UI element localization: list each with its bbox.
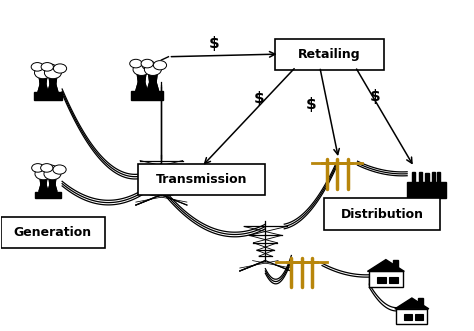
- Circle shape: [45, 67, 62, 79]
- Polygon shape: [415, 314, 423, 320]
- Polygon shape: [49, 178, 56, 185]
- Polygon shape: [147, 73, 158, 91]
- Circle shape: [133, 64, 150, 75]
- Circle shape: [54, 64, 67, 73]
- Polygon shape: [36, 192, 61, 199]
- Polygon shape: [395, 298, 429, 309]
- Polygon shape: [419, 172, 422, 182]
- Polygon shape: [437, 172, 440, 182]
- Text: Distribution: Distribution: [341, 208, 424, 221]
- Circle shape: [145, 64, 161, 75]
- Circle shape: [44, 165, 57, 174]
- Circle shape: [35, 67, 52, 79]
- Polygon shape: [39, 178, 48, 192]
- Circle shape: [41, 164, 53, 172]
- Circle shape: [41, 63, 54, 71]
- Text: $: $: [254, 91, 264, 106]
- Polygon shape: [418, 298, 423, 305]
- Circle shape: [130, 59, 142, 68]
- Text: $: $: [369, 89, 380, 104]
- Text: Transmission: Transmission: [156, 173, 247, 186]
- Circle shape: [141, 59, 154, 68]
- Circle shape: [142, 61, 155, 70]
- Polygon shape: [136, 82, 147, 91]
- Polygon shape: [392, 260, 398, 267]
- Text: $: $: [209, 36, 219, 52]
- Polygon shape: [389, 277, 398, 283]
- Text: $: $: [306, 97, 316, 113]
- Polygon shape: [48, 185, 57, 192]
- Polygon shape: [48, 84, 58, 92]
- Circle shape: [44, 168, 61, 180]
- FancyBboxPatch shape: [0, 216, 105, 248]
- Polygon shape: [367, 260, 404, 271]
- Polygon shape: [39, 77, 47, 84]
- Polygon shape: [396, 309, 428, 324]
- FancyBboxPatch shape: [324, 199, 440, 230]
- Polygon shape: [39, 185, 48, 192]
- Polygon shape: [34, 92, 62, 100]
- FancyBboxPatch shape: [138, 164, 265, 195]
- Circle shape: [31, 63, 44, 71]
- Polygon shape: [148, 73, 157, 82]
- Polygon shape: [40, 178, 47, 185]
- Polygon shape: [369, 271, 403, 287]
- Circle shape: [35, 168, 52, 180]
- Polygon shape: [38, 84, 48, 92]
- Circle shape: [32, 164, 44, 172]
- Polygon shape: [136, 73, 147, 91]
- Polygon shape: [38, 77, 48, 92]
- Circle shape: [53, 165, 66, 174]
- Polygon shape: [407, 182, 446, 199]
- Polygon shape: [432, 172, 435, 182]
- Circle shape: [44, 64, 57, 73]
- Text: Generation: Generation: [14, 226, 92, 239]
- Polygon shape: [48, 178, 57, 192]
- Polygon shape: [49, 77, 57, 84]
- Polygon shape: [377, 277, 386, 283]
- Polygon shape: [404, 314, 412, 320]
- Polygon shape: [48, 77, 58, 92]
- Circle shape: [154, 61, 166, 70]
- Polygon shape: [137, 73, 146, 82]
- Text: Retailing: Retailing: [298, 48, 360, 61]
- Polygon shape: [147, 82, 158, 91]
- Polygon shape: [425, 173, 429, 182]
- Polygon shape: [131, 91, 163, 100]
- Polygon shape: [412, 172, 415, 182]
- FancyBboxPatch shape: [275, 39, 383, 70]
